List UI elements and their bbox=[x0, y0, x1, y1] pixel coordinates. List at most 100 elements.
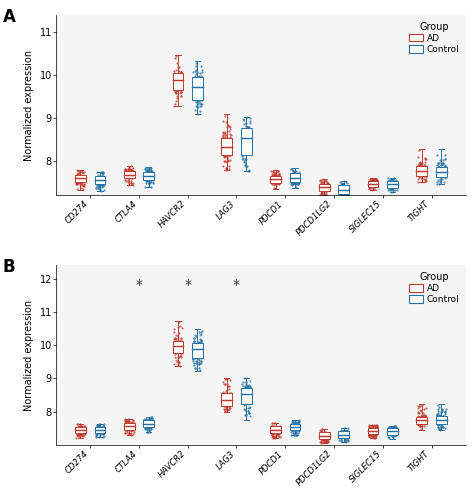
Point bbox=[388, 432, 396, 440]
Point bbox=[73, 431, 81, 439]
Point bbox=[288, 179, 295, 186]
Point bbox=[365, 432, 373, 439]
Point bbox=[269, 174, 276, 182]
Point bbox=[392, 186, 399, 193]
Point bbox=[436, 412, 443, 420]
Bar bbox=[417, 166, 427, 177]
Point bbox=[439, 170, 447, 178]
Point bbox=[385, 177, 392, 185]
Point bbox=[414, 402, 421, 410]
Point bbox=[368, 179, 375, 186]
Point bbox=[147, 178, 155, 186]
Point bbox=[171, 353, 179, 361]
Point bbox=[124, 421, 132, 429]
Point bbox=[196, 366, 204, 373]
Point bbox=[295, 417, 302, 425]
Point bbox=[317, 434, 324, 442]
Point bbox=[441, 408, 448, 416]
Point bbox=[246, 139, 254, 147]
Point bbox=[172, 341, 180, 349]
Point bbox=[74, 432, 82, 440]
Point bbox=[125, 417, 132, 425]
Point bbox=[79, 423, 86, 431]
Point bbox=[269, 168, 277, 176]
Point bbox=[317, 184, 324, 192]
Point bbox=[291, 421, 299, 429]
Point bbox=[388, 177, 395, 185]
Point bbox=[291, 172, 298, 180]
Point bbox=[172, 331, 180, 339]
Point bbox=[78, 168, 86, 176]
Point bbox=[143, 173, 150, 181]
Point bbox=[125, 163, 133, 171]
Point bbox=[93, 180, 101, 188]
Point bbox=[434, 165, 441, 173]
Point bbox=[141, 418, 148, 426]
Point bbox=[388, 175, 395, 183]
Point bbox=[147, 416, 155, 424]
Point bbox=[245, 167, 252, 175]
Point bbox=[416, 421, 424, 429]
Point bbox=[316, 434, 324, 442]
Point bbox=[369, 182, 377, 189]
Point bbox=[436, 172, 444, 180]
Point bbox=[246, 387, 253, 395]
Bar bbox=[290, 424, 301, 430]
Point bbox=[274, 430, 282, 437]
Point bbox=[289, 171, 297, 179]
Point bbox=[73, 173, 81, 181]
Point bbox=[343, 193, 351, 201]
Point bbox=[291, 427, 299, 434]
Point bbox=[274, 425, 282, 433]
Point bbox=[322, 184, 329, 192]
Point bbox=[295, 421, 303, 429]
Point bbox=[437, 416, 445, 424]
Point bbox=[437, 156, 444, 164]
Point bbox=[195, 347, 203, 355]
Point bbox=[295, 168, 302, 176]
Point bbox=[441, 415, 449, 423]
Point bbox=[196, 351, 203, 359]
Point bbox=[273, 176, 281, 184]
Point bbox=[322, 428, 330, 435]
Point bbox=[246, 136, 253, 144]
Point bbox=[372, 177, 379, 185]
Point bbox=[370, 430, 377, 437]
Point bbox=[317, 188, 325, 196]
Point bbox=[341, 433, 348, 440]
Point bbox=[388, 433, 396, 440]
Point bbox=[241, 401, 248, 409]
Point bbox=[143, 167, 151, 175]
Point bbox=[337, 430, 344, 437]
Point bbox=[273, 171, 281, 179]
Point bbox=[225, 390, 233, 398]
Point bbox=[366, 175, 374, 183]
Point bbox=[435, 169, 442, 177]
Point bbox=[270, 176, 278, 184]
Point bbox=[415, 408, 422, 416]
Point bbox=[98, 176, 106, 184]
Point bbox=[385, 423, 393, 431]
Point bbox=[195, 348, 202, 356]
Point bbox=[369, 430, 376, 438]
Point bbox=[127, 426, 135, 434]
Point bbox=[176, 76, 184, 84]
Point bbox=[170, 68, 178, 76]
Point bbox=[74, 173, 82, 181]
Point bbox=[422, 420, 429, 428]
Point bbox=[338, 189, 346, 197]
Point bbox=[143, 426, 150, 434]
Point bbox=[127, 429, 135, 437]
Point bbox=[244, 407, 252, 415]
Point bbox=[221, 396, 228, 404]
Point bbox=[97, 180, 105, 188]
Point bbox=[79, 174, 86, 182]
Point bbox=[196, 84, 203, 92]
Point bbox=[197, 337, 205, 345]
Point bbox=[148, 417, 155, 425]
Point bbox=[321, 181, 329, 189]
Point bbox=[271, 433, 279, 441]
Point bbox=[385, 184, 392, 191]
Point bbox=[391, 182, 399, 189]
Point bbox=[76, 425, 83, 433]
